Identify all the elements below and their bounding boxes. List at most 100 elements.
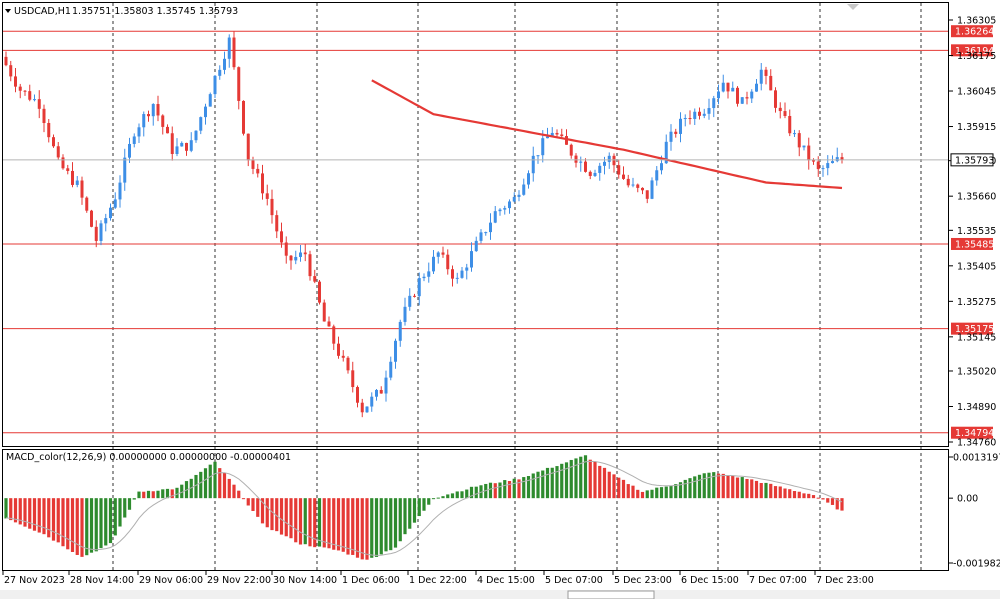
candle-body: [536, 155, 540, 157]
macd-label: MACD_color(12,26,9) 0.00000000 0.0000000…: [6, 452, 291, 463]
candle-body: [356, 387, 359, 403]
macd-bar: [370, 498, 374, 558]
price-axis-label: 1.35145: [957, 332, 996, 343]
horizontal-levels[interactable]: 1.36264 1.36194 1.35485 1.35175 1.34794: [3, 25, 994, 439]
candle-body: [750, 91, 754, 99]
candle-body: [807, 145, 811, 161]
candle-body: [479, 232, 483, 241]
macd-bar: [336, 498, 341, 551]
candle-body: [626, 178, 630, 186]
macd-bar: [208, 464, 212, 499]
macd-bar: [474, 486, 478, 499]
macd-axis-label: 0.00: [957, 494, 978, 505]
candle-body: [322, 302, 326, 322]
dropdown-triangle-icon[interactable]: [5, 9, 11, 13]
candle-body: [156, 104, 160, 116]
candle-body: [132, 136, 136, 144]
macd-bar: [531, 473, 535, 499]
candle-body: [189, 140, 193, 151]
macd-histogram: [4, 455, 844, 560]
candle-body: [745, 97, 749, 99]
macd-bar: [446, 494, 450, 499]
moving-average-line[interactable]: [371, 79, 843, 190]
macd-bar: [422, 498, 426, 511]
macd-bar: [802, 493, 806, 499]
macd-bar: [707, 472, 711, 499]
current-price-tag: 1.35793: [3, 153, 994, 167]
macd-bar: [640, 491, 645, 499]
macd-bar: [146, 490, 151, 499]
candle-body: [199, 117, 203, 131]
macd-bar: [792, 491, 797, 499]
macd-bar: [830, 498, 835, 505]
candle-body: [721, 82, 725, 92]
candle-body: [18, 86, 22, 91]
price-axis[interactable]: 1.363051.361751.360451.359151.357901.356…: [948, 16, 996, 449]
macd-bar: [303, 498, 307, 545]
candle-body: [417, 278, 421, 297]
macd-bar: [693, 476, 697, 499]
candle-body: [370, 396, 374, 407]
macd-signal-line: [5, 460, 843, 556]
macd-bar: [745, 478, 749, 499]
candle-body: [422, 276, 426, 279]
macd-bar: [612, 474, 616, 499]
time-axis[interactable]: 27 Nov 2023 28 Nov 14:00 29 Nov 06:00 29 No…: [2, 571, 874, 586]
candle-body: [688, 118, 692, 120]
macd-panel[interactable]: [2, 449, 949, 571]
candle-body: [427, 271, 431, 277]
candle-body: [332, 326, 336, 344]
candle-body: [265, 193, 269, 199]
candle-body: [14, 76, 17, 87]
macd-bar: [346, 498, 350, 555]
macd-bar: [355, 498, 360, 558]
candle-body: [80, 180, 84, 198]
price-level-label: 1.34794: [955, 428, 994, 439]
macd-bar: [583, 455, 588, 499]
time-axis-label: 6 Dec 15:00: [681, 575, 739, 586]
candle-body: [831, 161, 834, 164]
macd-bar: [132, 498, 136, 500]
macd-bar: [617, 477, 621, 499]
macd-bar: [118, 498, 122, 527]
candle-body: [175, 146, 179, 154]
candle-body: [109, 207, 112, 219]
macd-bar: [151, 491, 155, 499]
candle-body: [641, 187, 644, 191]
candle-body: [204, 106, 207, 118]
candle-body: [227, 37, 231, 59]
scrollbar-thumb[interactable]: [567, 590, 655, 600]
candle-body: [769, 75, 773, 91]
macd-bar: [807, 493, 811, 499]
bottom-scrollbar[interactable]: [0, 590, 1000, 599]
macd-bar: [398, 498, 402, 542]
macd-bar: [536, 471, 540, 499]
candle-body: [389, 361, 393, 378]
price-panel[interactable]: [2, 2, 949, 447]
time-axis-label: 29 Nov 22:00: [207, 575, 271, 586]
candle-body: [446, 254, 450, 270]
time-axis-label: 29 Nov 06:00: [139, 575, 203, 586]
candle-body: [740, 97, 744, 104]
candle-body: [151, 104, 155, 117]
candle-body: [579, 161, 583, 163]
candle-body: [113, 199, 117, 208]
macd-bar: [811, 495, 816, 499]
macd-bar: [726, 475, 730, 499]
macd-bar: [664, 486, 668, 499]
candle-body: [261, 173, 264, 194]
price-level-tag: [951, 25, 993, 38]
candle-body: [313, 276, 317, 282]
macd-bar: [702, 473, 706, 499]
candle-body: [555, 132, 559, 135]
macd-axis: 0.0013197 0.00 -0.001982: [948, 453, 1000, 570]
candle-body: [85, 197, 89, 211]
candle-body: [289, 255, 293, 261]
candle-body: [835, 157, 839, 162]
candle-body: [436, 252, 440, 257]
macd-bar: [503, 480, 507, 499]
candle-body: [251, 160, 255, 169]
macd-bar: [560, 463, 564, 499]
